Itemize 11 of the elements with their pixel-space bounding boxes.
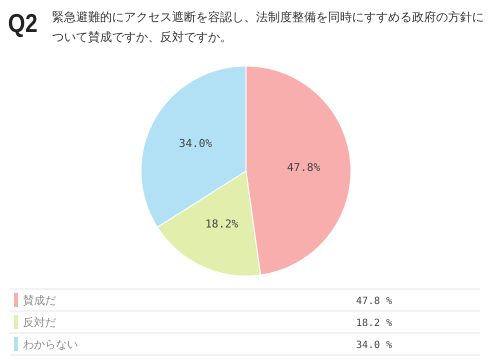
legend-label: わからない — [23, 338, 78, 351]
text: 47.8 % — [356, 296, 392, 307]
chart-title: Q2 — [8, 8, 38, 39]
text: 18.2 % — [356, 318, 392, 329]
text: 34.0 % — [356, 340, 392, 351]
data-label: 47.8% — [287, 161, 321, 174]
data-label: 18.2% — [205, 217, 239, 230]
legend-label: 反対だ — [23, 316, 56, 329]
data-label: 34.0% — [178, 137, 212, 150]
legend-label: 賛成だ — [23, 294, 56, 307]
chart-subtitle: 緊急避難的にアクセス遮断を容認し、法制度整備を同時にすすめる政府の方針について賛成ですか、反対ですか。 — [52, 9, 485, 46]
